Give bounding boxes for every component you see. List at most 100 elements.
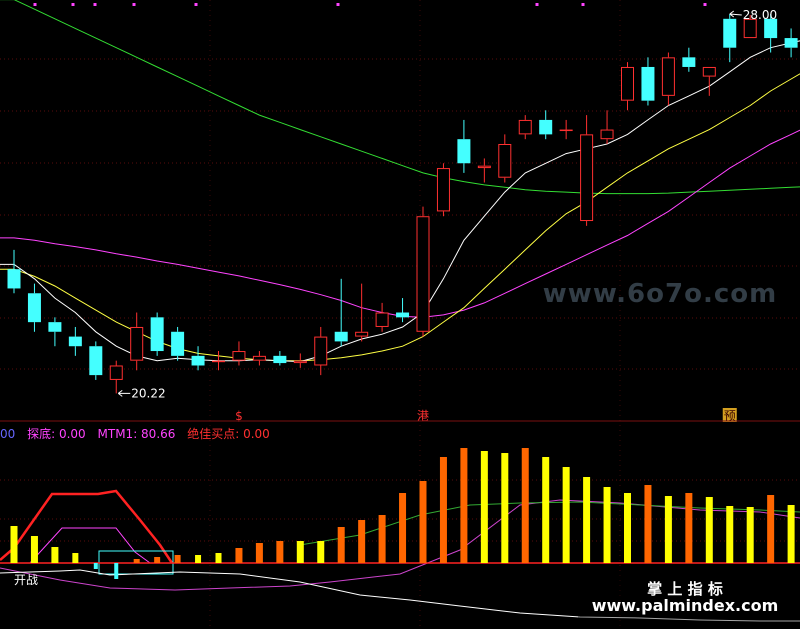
indicator-bar [542,457,550,563]
candle-body-down [784,38,798,48]
candle-body-up [518,119,532,135]
indicator-bar [51,547,59,563]
indicator-bar [624,493,631,563]
candle-body-up [212,360,225,363]
event-marker-label: 预 [724,409,736,423]
indicator-bar [521,448,529,563]
top-dot [336,3,340,6]
candle-body-down [682,57,696,67]
candle [191,346,205,371]
indicator-bar [705,497,713,563]
candle-body-down [150,317,164,352]
candle [375,302,389,332]
candle-body-up [743,18,757,39]
candle [232,341,246,366]
candle [89,341,103,380]
candle-body-down [334,331,348,342]
indicator-label-mtm1: MTM1: 80.66 [98,427,176,441]
indicator-bar [419,481,427,563]
candle [314,326,328,376]
signal-label: 开战 [14,573,38,587]
candle-body-down [27,293,41,323]
site-watermark: www.6o7o.com [543,279,777,309]
high-price-label: 28.00 [743,8,777,22]
candle-body-up [416,216,430,332]
candle-body-down [641,66,655,101]
candle [764,14,778,53]
ma-long2-line [0,0,800,195]
candle [580,115,594,226]
candle-body-up [498,144,512,178]
top-dot [535,3,539,6]
indicator-red-line [0,489,174,564]
candle [355,283,369,342]
candle [641,57,655,106]
top-dot [581,3,585,6]
indicator-bar [358,520,366,563]
candle [68,326,82,356]
indicator-bar [562,467,570,563]
svg-text:00 探底: 0.00 MTM1: 80.6: 00 探底: 0.00 MTM1: 80.66 绝佳买点: 0.00 [0,426,270,441]
indicator-bar [664,496,672,563]
indicator-bar [154,557,161,563]
low-price-annotation: 20.22 [117,386,166,400]
top-dot [703,3,707,6]
candle [334,278,348,347]
indicator-bar [133,559,140,563]
indicator-bar [480,451,488,563]
indicator-label-tandi: 探底: 0.00 [27,426,86,441]
indicator-bar [235,548,243,563]
candlestick-series [7,14,798,394]
candle-body-up [559,129,573,132]
moving-average-lines [0,0,800,363]
candle [273,351,287,366]
candle [457,119,471,173]
candle [743,14,757,39]
indicator-bar [10,526,18,563]
indicator-bar [583,477,591,563]
indicator-lower-magenta-line [0,499,800,591]
low-price-label: 20.22 [131,386,165,400]
indicator-bar [644,485,652,563]
indicator-label-base: 00 [0,427,15,441]
brand-watermark-bg [578,574,800,629]
candle-body-down [764,18,778,39]
brand-watermark-url: www.palmindex.com [592,596,779,615]
candle [518,115,532,140]
candle-body-down [273,355,287,364]
indicator-bar [255,543,263,563]
candle-body-down [89,346,103,376]
indicator-bar [30,536,38,563]
candle-body-down [457,139,471,164]
indicator-bar [276,541,284,563]
top-marker-dots [33,3,707,6]
indicator-bar [399,493,407,563]
indicator-bars [10,448,795,579]
indicator-bar [93,563,98,569]
candle [682,47,696,72]
indicator-bar [174,555,181,563]
candle [702,66,716,96]
candle [212,351,225,371]
indicator-bar [787,505,795,563]
high-price-annotation: 28.00 [729,8,777,22]
candle-body-down [171,331,185,356]
candle-body-down [396,312,410,318]
candle [661,52,675,106]
event-markers: $ 港 预 [235,408,737,423]
ma-short-line [0,40,800,363]
top-dot [93,3,97,6]
candle [600,110,614,144]
ma-mid-line [0,73,800,362]
candle-body-up [355,331,369,337]
event-marker-bg [722,408,737,422]
top-dot [194,3,198,6]
indicator-magenta-line [29,527,151,564]
candle-body-down [539,119,553,135]
candle-body-up [702,66,716,77]
candle [723,14,737,63]
brand-watermark-cn: 掌 上 指 标 [647,580,723,598]
indicator-bar [337,527,345,563]
candle-body-down [7,269,21,289]
